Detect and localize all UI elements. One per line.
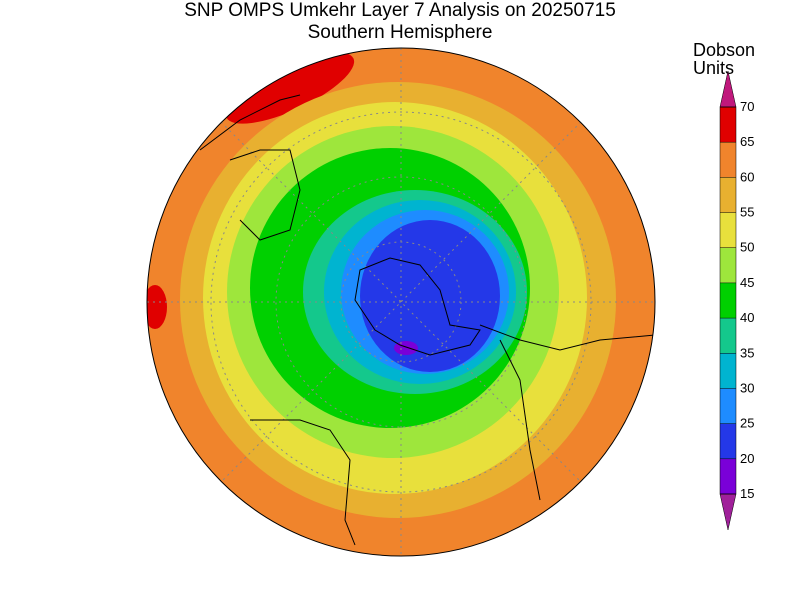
colorbar-tick-label: 30 — [740, 380, 754, 395]
map-border — [146, 47, 656, 557]
legend-label: Dobson — [693, 40, 755, 60]
colorbar-tick-label: 25 — [740, 416, 754, 431]
colorbar: 15 20 25 30 35 40 45 50 55 60 65 70 — [719, 70, 754, 531]
colorbar-tick-label: 45 — [740, 275, 754, 290]
colorbar-band — [720, 388, 736, 424]
colorbar-band — [720, 282, 736, 319]
map — [147, 48, 655, 556]
colorbar-tick-label: 50 — [740, 240, 754, 255]
colorbar-band — [720, 423, 736, 459]
colorbar-band — [720, 177, 736, 213]
field — [147, 285, 167, 329]
colorbar-band — [720, 458, 736, 494]
legend-label: Units — [693, 58, 734, 78]
colorbar-band — [720, 142, 736, 178]
colorbar-tick-label: 60 — [740, 169, 754, 184]
colorbar-tick-label: 20 — [740, 451, 754, 466]
subtitle: Southern Hemisphere — [308, 22, 493, 43]
field — [225, 52, 355, 124]
field — [360, 220, 500, 372]
colorbar-under — [719, 493, 737, 531]
colorbar-tick-label: 55 — [740, 205, 754, 220]
colorbar-band — [720, 247, 736, 283]
title: SNP OMPS Umkehr Layer 7 Analysis on 2025… — [184, 0, 616, 21]
colorbar-band — [720, 107, 736, 143]
colorbar-tick-label: 15 — [740, 486, 754, 501]
colorbar-tick-label: 40 — [740, 310, 754, 325]
colorbar-band — [720, 212, 736, 248]
colorbar-band — [720, 318, 736, 354]
colorbar-band — [720, 353, 736, 389]
colorbar-tick-label: 65 — [740, 134, 754, 149]
colorbar-tick-label: 35 — [740, 345, 754, 360]
colorbar-tick-label: 70 — [740, 99, 754, 114]
